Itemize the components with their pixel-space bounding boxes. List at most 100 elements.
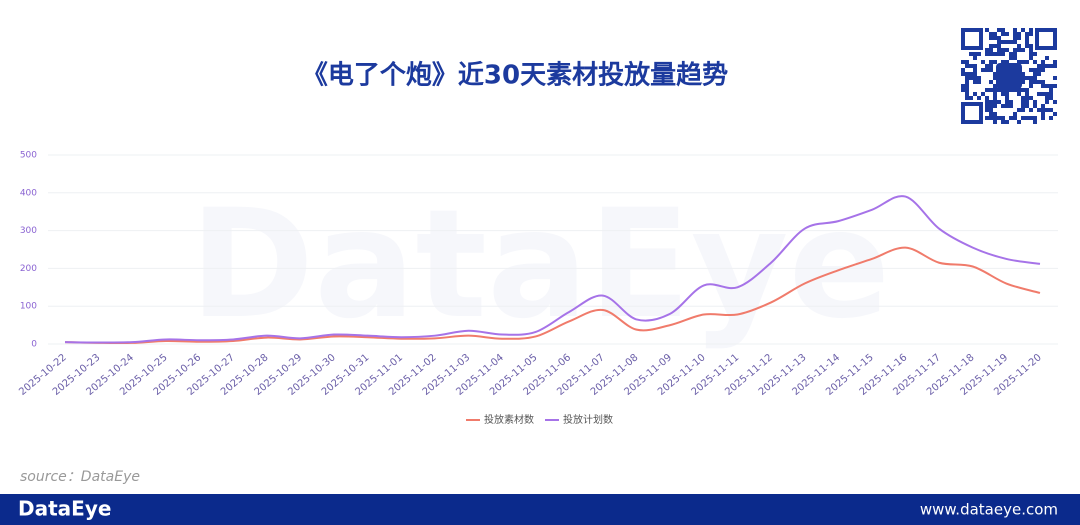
qr-module bbox=[1041, 60, 1045, 64]
qr-module bbox=[1037, 68, 1041, 72]
qr-module bbox=[1045, 92, 1049, 96]
qr-module bbox=[1017, 36, 1021, 40]
qr-code bbox=[960, 27, 1058, 125]
qr-module bbox=[969, 96, 973, 100]
qr-module bbox=[1041, 112, 1045, 116]
qr-module bbox=[961, 72, 965, 76]
qr-module bbox=[1025, 88, 1029, 92]
qr-module bbox=[989, 60, 993, 64]
qr-module bbox=[985, 104, 989, 108]
qr-module bbox=[1033, 100, 1037, 104]
qr-module bbox=[993, 60, 997, 64]
qr-module bbox=[973, 72, 977, 76]
qr-module bbox=[1017, 60, 1021, 64]
qr-module bbox=[993, 100, 997, 104]
qr-module bbox=[993, 120, 997, 124]
qr-module bbox=[961, 68, 965, 72]
qr-module bbox=[985, 48, 989, 52]
qr-module bbox=[985, 116, 989, 120]
qr-module bbox=[1029, 28, 1033, 32]
y-tick-label: 0 bbox=[31, 340, 37, 350]
qr-module bbox=[1009, 88, 1013, 92]
qr-finder bbox=[961, 102, 983, 124]
qr-module bbox=[965, 80, 969, 84]
qr-module bbox=[981, 92, 985, 96]
qr-module bbox=[1013, 116, 1017, 120]
qr-module bbox=[1029, 116, 1033, 120]
qr-module bbox=[1029, 108, 1033, 112]
qr-module bbox=[1049, 116, 1053, 120]
qr-module bbox=[1021, 80, 1025, 84]
qr-module bbox=[1025, 60, 1029, 64]
qr-module bbox=[965, 60, 969, 64]
watermark: DataEye bbox=[190, 178, 891, 352]
qr-module bbox=[1009, 104, 1013, 108]
qr-module bbox=[973, 68, 977, 72]
qr-module bbox=[989, 36, 993, 40]
qr-module bbox=[1041, 84, 1045, 88]
qr-module bbox=[1021, 60, 1025, 64]
qr-module bbox=[1017, 88, 1021, 92]
qr-module bbox=[989, 104, 993, 108]
qr-module bbox=[1045, 84, 1049, 88]
qr-module bbox=[1025, 100, 1029, 104]
qr-module bbox=[989, 44, 993, 48]
qr-module bbox=[977, 76, 981, 80]
qr-module bbox=[977, 52, 981, 56]
qr-module bbox=[989, 68, 993, 72]
qr-module bbox=[1045, 56, 1049, 60]
footer-bar bbox=[0, 494, 1080, 525]
qr-module bbox=[1013, 112, 1017, 116]
qr-module bbox=[961, 60, 965, 64]
qr-module bbox=[1017, 48, 1021, 52]
qr-module bbox=[1033, 80, 1037, 84]
line bbox=[64, 246, 1041, 345]
qr-module bbox=[981, 60, 985, 64]
qr-module bbox=[1041, 92, 1045, 96]
qr-module bbox=[965, 72, 969, 76]
qr-module bbox=[1033, 120, 1037, 124]
qr-module bbox=[1041, 80, 1045, 84]
qr-module bbox=[993, 84, 997, 88]
qr-module bbox=[965, 92, 969, 96]
qr-module bbox=[1029, 44, 1033, 48]
qr-module bbox=[965, 88, 969, 92]
qr-module bbox=[1025, 76, 1029, 80]
qr-module bbox=[1005, 40, 1009, 44]
qr-module bbox=[985, 64, 989, 68]
qr-module bbox=[1009, 100, 1013, 104]
qr-module bbox=[1033, 104, 1037, 108]
qr-module bbox=[1053, 60, 1057, 64]
qr-module bbox=[1049, 96, 1053, 100]
qr-module bbox=[985, 96, 989, 100]
qr-module bbox=[1001, 120, 1005, 124]
qr-module bbox=[961, 88, 965, 92]
qr-module bbox=[989, 112, 993, 116]
qr-module bbox=[1017, 120, 1021, 124]
qr-module bbox=[973, 80, 977, 84]
qr-module bbox=[1037, 108, 1041, 112]
qr-module bbox=[965, 64, 969, 68]
qr-module bbox=[1037, 64, 1041, 68]
qr-module bbox=[1033, 68, 1037, 72]
qr-module bbox=[1033, 60, 1037, 64]
qr-module bbox=[1013, 28, 1017, 32]
qr-module bbox=[1001, 104, 1005, 108]
qr-module bbox=[1001, 116, 1005, 120]
qr-module bbox=[1001, 88, 1005, 92]
qr-module bbox=[1017, 44, 1021, 48]
legend-label: 投放素材数 bbox=[484, 413, 534, 426]
qr-module bbox=[997, 52, 1001, 56]
qr-module bbox=[989, 32, 993, 36]
qr-module bbox=[989, 108, 993, 112]
qr-module bbox=[1025, 92, 1029, 96]
qr-module bbox=[1025, 36, 1029, 40]
qr-module bbox=[1001, 40, 1005, 44]
y-tick-label: 100 bbox=[20, 302, 37, 312]
qr-module bbox=[1017, 32, 1021, 36]
qr-module bbox=[1029, 32, 1033, 36]
qr-module bbox=[1049, 108, 1053, 112]
qr-module bbox=[1029, 96, 1033, 100]
qr-module bbox=[1053, 64, 1057, 68]
qr-module bbox=[1013, 32, 1017, 36]
